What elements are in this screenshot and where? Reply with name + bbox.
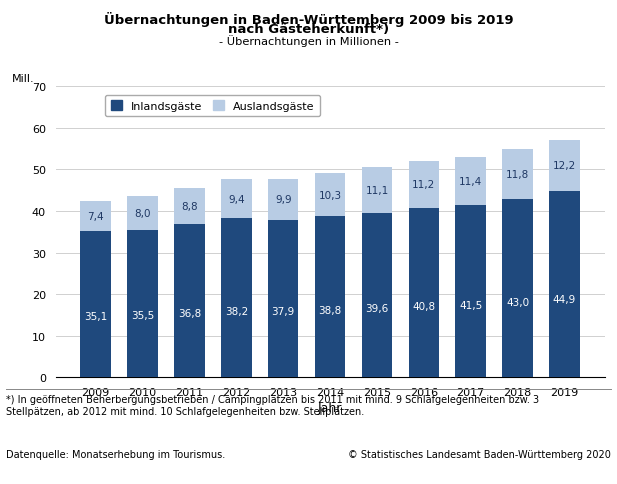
Text: 9,4: 9,4 — [228, 195, 245, 205]
Text: 9,9: 9,9 — [275, 195, 292, 205]
Text: 11,4: 11,4 — [459, 177, 482, 187]
Text: Stellpätzen, ab 2012 mit mind. 10 Schlafgelegenheiten bzw. Stellplätzen.: Stellpätzen, ab 2012 mit mind. 10 Schlaf… — [6, 407, 365, 417]
Bar — [80, 232, 111, 378]
Text: Datenquelle: Monatserhebung im Tourismus.: Datenquelle: Monatserhebung im Tourismus… — [6, 449, 225, 459]
Text: 11,8: 11,8 — [506, 170, 529, 180]
Bar — [127, 230, 158, 378]
Bar — [549, 191, 580, 378]
Text: 35,5: 35,5 — [131, 311, 154, 321]
Bar — [408, 208, 439, 378]
Text: 44,9: 44,9 — [553, 294, 576, 304]
Bar — [502, 199, 533, 378]
Bar — [174, 225, 205, 378]
Bar — [127, 197, 158, 230]
Text: Mill.: Mill. — [12, 74, 34, 84]
Bar — [268, 220, 299, 378]
Text: - Übernachtungen in Millionen -: - Übernachtungen in Millionen - — [218, 35, 399, 47]
Text: 40,8: 40,8 — [412, 302, 436, 311]
Text: 11,2: 11,2 — [412, 180, 436, 190]
Text: 41,5: 41,5 — [459, 300, 482, 310]
Text: *) In geöffneten Beherbergungsbetrieben / Campingplätzen bis 2011 mit mind. 9 Sc: *) In geöffneten Beherbergungsbetrieben … — [6, 394, 539, 405]
Text: 35,1: 35,1 — [84, 311, 107, 321]
Bar — [174, 188, 205, 225]
Bar — [455, 158, 486, 205]
Text: 39,6: 39,6 — [365, 303, 389, 314]
Text: nach Gästeherkunft*): nach Gästeherkunft*) — [228, 23, 389, 36]
Text: 38,8: 38,8 — [318, 305, 342, 315]
Text: 43,0: 43,0 — [506, 298, 529, 308]
Text: 7,4: 7,4 — [88, 212, 104, 222]
Bar — [268, 179, 299, 220]
Text: 38,2: 38,2 — [225, 306, 248, 316]
X-axis label: Jahr: Jahr — [318, 401, 342, 414]
Bar — [455, 205, 486, 378]
Text: 8,8: 8,8 — [181, 202, 198, 212]
Bar — [362, 167, 392, 213]
Text: 36,8: 36,8 — [178, 308, 201, 318]
Bar — [221, 180, 252, 219]
Legend: Inlandsgäste, Auslandsgäste: Inlandsgäste, Auslandsgäste — [105, 95, 320, 117]
Bar — [221, 219, 252, 378]
Text: 10,3: 10,3 — [318, 190, 342, 200]
Text: © Statistisches Landesamt Baden-Württemberg 2020: © Statistisches Landesamt Baden-Württemb… — [348, 449, 611, 459]
Bar — [549, 141, 580, 191]
Text: 12,2: 12,2 — [553, 161, 576, 171]
Text: 11,1: 11,1 — [365, 185, 389, 195]
Text: Übernachtungen in Baden-Württemberg 2009 bis 2019: Übernachtungen in Baden-Württemberg 2009… — [104, 12, 513, 27]
Bar — [502, 150, 533, 199]
Bar — [362, 213, 392, 378]
Bar — [315, 216, 346, 378]
Bar — [80, 201, 111, 232]
Text: 8,0: 8,0 — [135, 209, 151, 219]
Text: 37,9: 37,9 — [271, 306, 295, 317]
Bar — [408, 162, 439, 208]
Bar — [315, 174, 346, 216]
